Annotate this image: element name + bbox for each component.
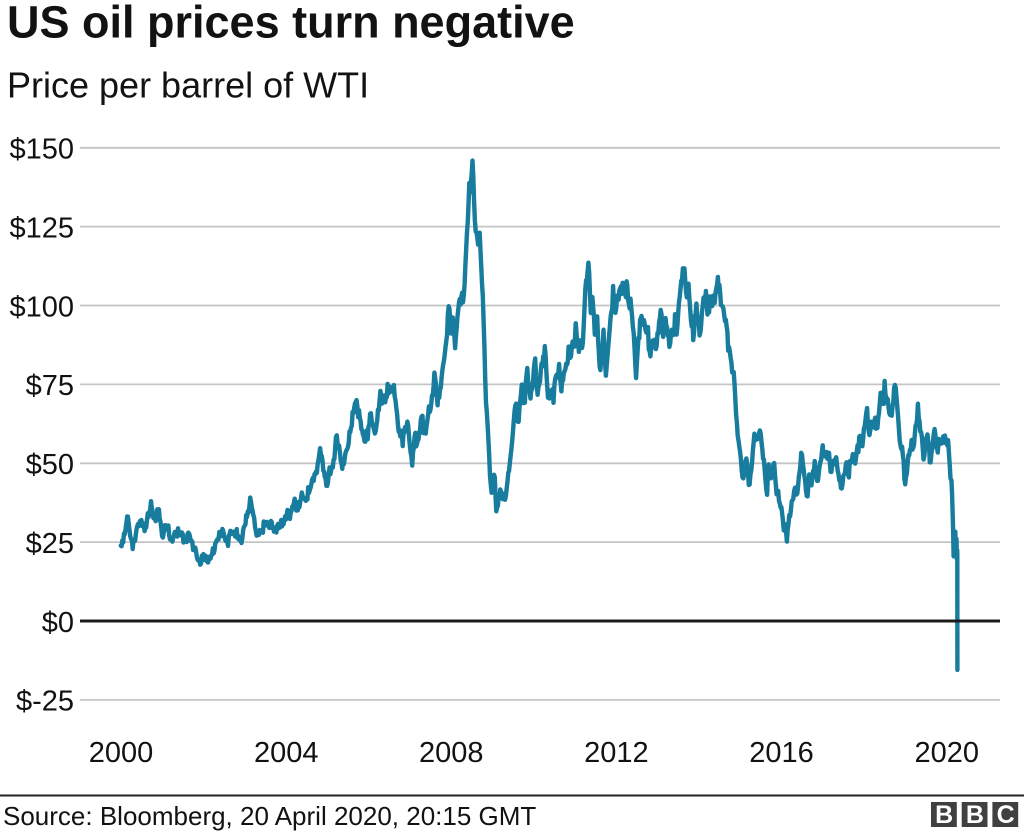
svg-text:2016: 2016 xyxy=(749,737,814,769)
svg-text:2004: 2004 xyxy=(254,737,319,769)
svg-text:Source: Bloomberg, 20 April 20: Source: Bloomberg, 20 April 2020, 20:15 … xyxy=(3,801,536,831)
svg-text:$0: $0 xyxy=(42,607,74,639)
svg-text:2012: 2012 xyxy=(584,737,649,769)
svg-text:C: C xyxy=(997,801,1015,829)
svg-text:$150: $150 xyxy=(9,134,74,166)
svg-text:US oil prices turn negative: US oil prices turn negative xyxy=(7,0,575,48)
svg-text:$125: $125 xyxy=(9,212,74,244)
svg-text:$25: $25 xyxy=(26,528,74,560)
svg-text:$75: $75 xyxy=(26,370,74,402)
svg-text:$100: $100 xyxy=(9,291,74,323)
svg-text:$-25: $-25 xyxy=(16,686,74,718)
svg-text:2008: 2008 xyxy=(419,737,484,769)
svg-text:2000: 2000 xyxy=(89,737,154,769)
svg-text:2020: 2020 xyxy=(914,737,979,769)
svg-text:$50: $50 xyxy=(26,449,74,481)
svg-text:B: B xyxy=(935,801,953,829)
svg-text:Price per barrel of WTI: Price per barrel of WTI xyxy=(7,65,369,106)
svg-text:B: B xyxy=(966,801,984,829)
